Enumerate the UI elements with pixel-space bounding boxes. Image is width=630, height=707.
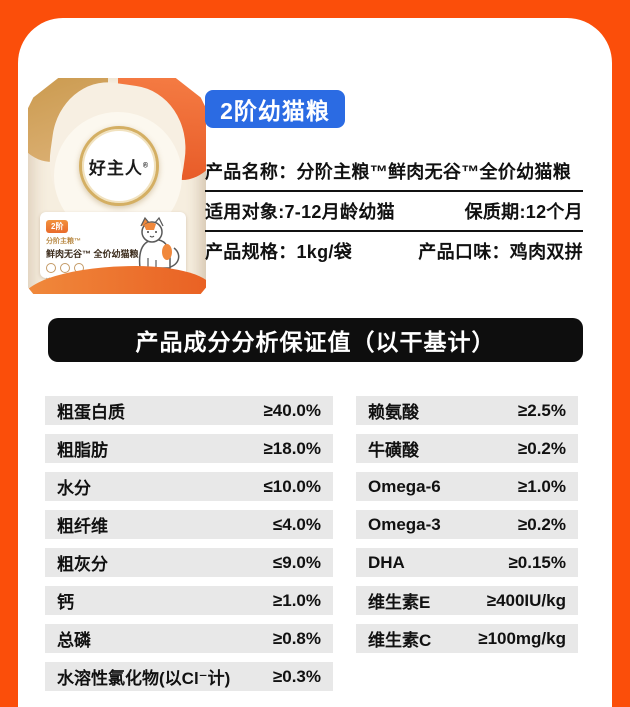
nutrient-value: ≥1.0% [517,476,566,496]
product-name: 产品名称：分阶主粮™鲜肉无谷™全价幼猫粮 [205,162,571,182]
nutrient-value: ≤9.0% [272,552,321,572]
table-row: 维生素E ≥400IU/kg [356,586,578,615]
table-row: 粗灰分 ≤9.0% [45,548,333,577]
nutrient-name: 维生素C [368,631,432,650]
product-info-block: 产品名称：分阶主粮™鲜肉无谷™全价幼猫粮 适用对象:7-12月龄幼猫 保质期:1… [205,152,583,270]
nutrient-value: ≥2.5% [517,400,566,420]
nutrition-column-right: 赖氨酸 ≥2.5% 牛磺酸 ≥0.2% Omega-6 ≥1.0% Omega-3 ≥0… [356,396,578,653]
info-row-target: 适用对象:7-12月龄幼猫 保质期:12个月 [205,192,583,232]
nutrient-value: ≥0.2% [517,438,566,458]
table-row: 维生素C ≥100mg/kg [356,624,578,653]
table-row: 粗蛋白质 ≥40.0% [45,396,333,425]
nutrient-value: ≥18.0% [263,438,321,458]
cat-illustration [138,216,180,269]
table-row: 钙 ≥1.0% [45,586,333,615]
nutrient-name: 钙 [57,593,74,612]
nutrient-value: ≥40.0% [263,400,321,420]
nutrient-name: 水分 [57,479,91,498]
table-row: 牛磺酸 ≥0.2% [356,434,578,463]
nutrient-value: ≥1.0% [272,590,321,610]
table-row: 总磷 ≥0.8% [45,624,333,653]
table-row: 粗纤维 ≤4.0% [45,510,333,539]
nutrient-name: DHA [368,552,405,572]
info-row-name: 产品名称：分阶主粮™鲜肉无谷™全价幼猫粮 [205,152,583,192]
product-flavor: 产品口味：鸡肉双拼 [418,242,583,262]
nutrient-name: 维生素E [368,593,431,612]
brand-logo-text: 好主人® [88,158,150,178]
nutrient-value: ≤10.0% [263,476,321,496]
table-row: Omega-6 ≥1.0% [356,472,578,501]
product-spec: 产品规格：1kg/袋 [205,242,353,262]
table-row: 水分 ≤10.0% [45,472,333,501]
nutrient-value: ≥0.2% [517,514,566,534]
bag-series-text: 分阶主粮™ [46,238,81,245]
bag-stage-badge: 2阶 [46,220,69,233]
nutrition-column-left: 粗蛋白质 ≥40.0% 粗脂肪 ≥18.0% 水分 ≤10.0% 粗纤维 ≤4.0% 粗… [45,396,333,691]
nutrient-value: ≥0.3% [272,666,321,686]
nutrient-value: ≥400IU/kg [486,590,566,610]
nutrient-name: 粗灰分 [57,555,108,574]
table-row: DHA ≥0.15% [356,548,578,577]
nutrient-value: ≥0.15% [508,552,566,572]
content-card: 好主人® 2阶 分阶主粮™ 鲜肉无谷™ 全价幼猫粮 净重量 | 1kg [18,18,612,707]
nutrient-name: 赖氨酸 [368,403,419,422]
info-row-spec: 产品规格：1kg/袋 产品口味：鸡肉双拼 [205,232,583,270]
table-row: 粗脂肪 ≥18.0% [45,434,333,463]
target-audience: 适用对象:7-12月龄幼猫 [205,202,395,222]
nutrient-name: 粗脂肪 [57,441,108,460]
nutrient-name: 水溶性氯化物(以Cl⁻计) [57,669,231,688]
nutrient-name: Omega-3 [368,514,441,534]
analysis-section-title: 产品成分分析保证值（以干基计） [48,318,583,362]
nutrient-value: ≥100mg/kg [478,628,566,648]
table-row: 水溶性氯化物(以Cl⁻计) ≥0.3% [45,662,333,691]
bag-product-text: 鲜肉无谷™ 全价幼猫粮 [46,249,139,259]
table-row: Omega-3 ≥0.2% [356,510,578,539]
product-bag-image: 好主人® 2阶 分阶主粮™ 鲜肉无谷™ 全价幼猫粮 净重量 | 1kg [28,78,206,294]
nutrient-name: Omega-6 [368,476,441,496]
stage-badge: 2阶幼猫粮 [205,90,345,128]
nutrient-name: 粗蛋白质 [57,403,125,422]
nutrient-name: 总磷 [57,631,91,650]
shelf-life: 保质期:12个月 [464,202,583,222]
nutrient-value: ≤4.0% [272,514,321,534]
nutrient-name: 牛磺酸 [368,441,419,460]
table-row: 赖氨酸 ≥2.5% [356,396,578,425]
brand-logo-circle: 好主人® [79,126,159,206]
nutrient-value: ≥0.8% [272,628,321,648]
nutrient-name: 粗纤维 [57,517,108,536]
